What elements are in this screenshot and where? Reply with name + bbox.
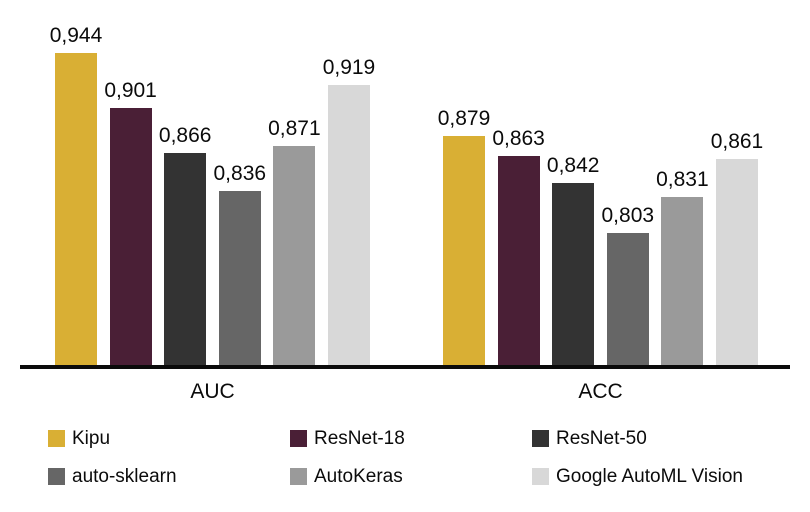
legend-swatch-resnet-18: [290, 430, 307, 447]
bar-kipu-acc: [443, 136, 485, 365]
legend-item-autokeras: AutoKeras: [290, 466, 403, 487]
legend-swatch-autokeras: [290, 468, 307, 485]
legend-item-resnet-18: ResNet-18: [290, 428, 405, 449]
bar-wrap-resnet-50-acc: 0,842: [547, 0, 599, 365]
bar-auto-sklearn-acc: [606, 233, 649, 365]
bar-value-label-google-automl-vision-acc: 0,861: [710, 130, 764, 153]
bar-value-label-resnet-50-auc: 0,866: [158, 124, 212, 147]
legend-label-google-automl-vision: Google AutoML Vision: [556, 466, 743, 487]
bar-resnet-50-acc: [552, 183, 595, 365]
bar-value-label-resnet-18-auc: 0,901: [104, 79, 157, 102]
bar-autokeras-auc: [273, 146, 316, 365]
bar-value-label-auto-sklearn-auc: 0,836: [213, 162, 267, 185]
bar-wrap-resnet-18-auc: 0,901: [104, 0, 157, 365]
bar-wrap-autokeras-acc: 0,831: [656, 0, 709, 365]
bar-value-label-kipu-auc: 0,944: [49, 24, 103, 47]
legend-item-resnet-50: ResNet-50: [532, 428, 647, 449]
legend-label-auto-sklearn: auto-sklearn: [72, 466, 177, 487]
bar-value-label-autokeras-auc: 0,871: [268, 117, 321, 140]
bar-wrap-google-automl-vision-acc: 0,861: [711, 0, 763, 365]
bar-resnet-50-auc: [164, 153, 207, 365]
bar-group-auc: 0,944 0,901 0,866 0,836 0,871 0,919: [50, 0, 375, 365]
legend-label-autokeras: AutoKeras: [314, 466, 403, 487]
legend-label-resnet-18: ResNet-18: [314, 428, 405, 449]
bar-google-automl-vision-acc: [715, 159, 758, 365]
bar-value-label-resnet-18-acc: 0,863: [492, 127, 545, 150]
legend-item-kipu: Kipu: [48, 428, 110, 449]
bar-wrap-resnet-18-acc: 0,863: [492, 0, 545, 365]
bar-value-label-google-automl-vision-auc: 0,919: [322, 56, 376, 79]
bar-group-acc: 0,879 0,863 0,842 0,803 0,831 0,861: [438, 0, 763, 365]
bar-wrap-auto-sklearn-acc: 0,803: [602, 0, 654, 365]
plot-area: 0,944 0,901 0,866 0,836 0,871 0,919 0,879 0,86…: [20, 0, 790, 369]
legend-item-auto-sklearn: auto-sklearn: [48, 466, 177, 487]
legend-label-kipu: Kipu: [72, 428, 111, 449]
x-axis-labels: AUC ACC: [20, 379, 790, 407]
bar-value-label-auto-sklearn-acc: 0,803: [601, 204, 655, 227]
bar-value-label-autokeras-acc: 0,831: [656, 168, 709, 191]
legend-swatch-kipu: [48, 430, 65, 447]
bar-wrap-autokeras-auc: 0,871: [268, 0, 321, 365]
bar-value-label-kipu-acc: 0,879: [437, 107, 491, 130]
bar-kipu-auc: [55, 53, 97, 365]
bar-wrap-kipu-acc: 0,879: [438, 0, 490, 365]
bar-wrap-kipu-auc: 0,944: [50, 0, 102, 365]
legend-swatch-auto-sklearn: [48, 468, 65, 485]
bar-wrap-resnet-50-auc: 0,866: [159, 0, 211, 365]
legend-swatch-resnet-50: [532, 430, 549, 447]
bar-auto-sklearn-auc: [218, 191, 261, 365]
bar-resnet-18-acc: [497, 156, 540, 365]
bar-value-label-resnet-50-acc: 0,842: [546, 154, 600, 177]
bar-resnet-18-auc: [109, 108, 152, 365]
legend-item-google-automl-vision: Google AutoML Vision: [532, 466, 743, 487]
bar-wrap-auto-sklearn-auc: 0,836: [214, 0, 266, 365]
axis-label-acc: ACC: [578, 380, 623, 403]
bar-google-automl-vision-auc: [327, 85, 370, 365]
axis-label-auc: AUC: [190, 380, 235, 403]
bar-wrap-google-automl-vision-auc: 0,919: [323, 0, 375, 365]
legend-swatch-google-automl-vision: [532, 468, 549, 485]
legend-label-resnet-50: ResNet-50: [556, 428, 647, 449]
bar-autokeras-acc: [661, 197, 704, 365]
